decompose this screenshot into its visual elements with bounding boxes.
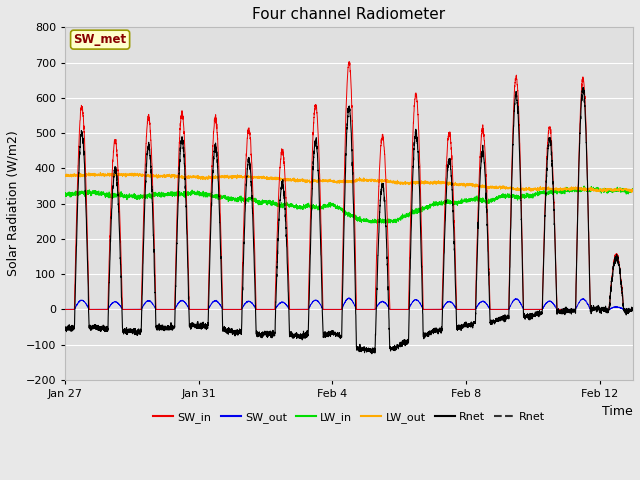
SW_in: [629, 307, 637, 312]
Y-axis label: Solar Radiation (W/m2): Solar Radiation (W/m2): [7, 131, 20, 276]
LW_out: [61, 172, 69, 178]
SW_out: [404, 307, 412, 312]
SW_in: [467, 307, 475, 312]
Rnet: [579, 84, 587, 90]
LW_in: [410, 210, 418, 216]
SW_out: [152, 306, 159, 312]
LW_in: [152, 189, 159, 195]
LW_in: [404, 210, 412, 216]
Rnet: [368, 351, 376, 357]
LW_out: [152, 174, 159, 180]
Rnet: [180, 147, 188, 153]
LW_in: [61, 192, 69, 198]
Line: LW_out: LW_out: [65, 172, 633, 192]
SW_in: [113, 147, 120, 153]
SW_in: [180, 120, 188, 125]
SW_out: [113, 300, 120, 305]
Rnet: [467, 321, 475, 326]
LW_out: [180, 175, 188, 180]
LW_out: [404, 180, 412, 186]
LW_out: [410, 181, 418, 187]
Rnet: [629, 305, 637, 311]
LW_out: [113, 171, 121, 177]
SW_in: [346, 59, 353, 65]
Legend: SW_in, SW_out, LW_in, LW_out, Rnet, Rnet: SW_in, SW_out, LW_in, LW_out, Rnet, Rnet: [148, 408, 549, 427]
Rnet: [410, 146, 418, 152]
SW_out: [346, 295, 353, 301]
Text: SW_met: SW_met: [74, 33, 127, 46]
SW_in: [61, 307, 69, 312]
Line: Rnet: Rnet: [65, 87, 633, 354]
SW_out: [629, 307, 637, 312]
LW_in: [113, 192, 120, 197]
LW_out: [467, 182, 475, 188]
LW_in: [629, 187, 637, 193]
Line: SW_out: SW_out: [65, 298, 633, 310]
LW_in: [580, 183, 588, 189]
SW_out: [61, 307, 69, 312]
LW_in: [467, 196, 475, 202]
Rnet: [152, 307, 159, 312]
LW_in: [367, 220, 374, 226]
Rnet: [61, 326, 69, 332]
Line: LW_in: LW_in: [65, 186, 633, 223]
Text: Time: Time: [602, 405, 633, 418]
SW_in: [410, 108, 418, 114]
Rnet: [113, 173, 120, 179]
LW_out: [628, 190, 636, 195]
SW_in: [404, 307, 412, 312]
SW_out: [180, 298, 188, 304]
Rnet: [404, 337, 412, 343]
SW_in: [152, 290, 159, 296]
SW_out: [410, 297, 418, 303]
Line: SW_in: SW_in: [65, 62, 633, 310]
SW_out: [467, 307, 475, 312]
Title: Four channel Radiometer: Four channel Radiometer: [252, 7, 445, 22]
LW_out: [629, 187, 637, 193]
LW_in: [180, 193, 188, 199]
LW_out: [97, 169, 104, 175]
